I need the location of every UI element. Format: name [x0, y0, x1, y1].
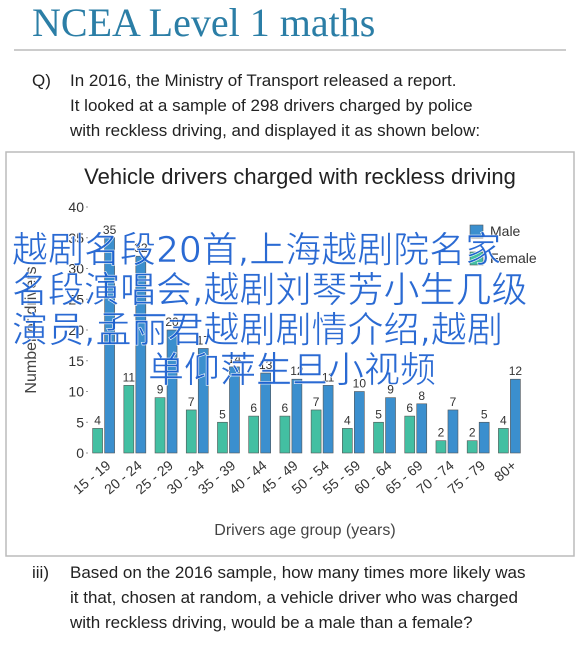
data-label: 35: [103, 223, 117, 237]
bar: [260, 372, 271, 454]
bar: [217, 421, 228, 454]
data-label: 13: [259, 358, 273, 372]
legend-swatch: [469, 224, 484, 239]
data-label: 12: [509, 364, 523, 378]
watermark-text: 单仰萍生旦小视频: [148, 350, 436, 391]
bar: [435, 440, 447, 454]
watermark-text: 演员,孟丽君越剧剧情介绍,越剧: [12, 310, 503, 351]
bar: [248, 415, 259, 454]
chart-frame: [5, 151, 575, 557]
data-label: 7: [188, 395, 195, 409]
bar: [185, 409, 197, 454]
bar: [166, 329, 178, 454]
data-label: 8: [418, 389, 425, 403]
data-label: 10: [353, 377, 367, 391]
y-tick-label: 25: [68, 291, 84, 307]
watermark-text: 越剧名段20首,上海越剧院名家: [12, 230, 501, 271]
bar: [310, 409, 322, 454]
y-tick-label: 35: [68, 230, 84, 246]
data-label: 2: [438, 426, 445, 440]
bar: [279, 415, 291, 454]
watermark-text: 名段演唱会,越剧刘琴芳小生几级: [12, 270, 527, 311]
part-text: it that, chosen at random, a vehicle dri…: [70, 588, 518, 607]
bar: [322, 385, 334, 454]
data-label: 9: [387, 383, 394, 397]
bar: [404, 415, 416, 454]
data-label: 6: [282, 401, 289, 415]
bar: [154, 397, 166, 454]
question-text: It looked at a sample of 298 drivers cha…: [70, 96, 473, 115]
bar: [342, 428, 353, 454]
data-label: 2: [469, 426, 476, 440]
data-label: 5: [375, 407, 382, 421]
data-label: 14: [228, 352, 242, 366]
bar: [466, 440, 478, 454]
y-tick-label: 40: [68, 199, 84, 215]
y-tick-label: 0: [76, 445, 84, 461]
x-tick-label: 80+: [491, 457, 519, 485]
x-axis-label: Drivers age group (years): [214, 522, 395, 539]
chart-title: Vehicle drivers charged with reckless dr…: [84, 164, 516, 189]
part-label: iii): [32, 563, 49, 582]
bar: [92, 428, 103, 454]
part-text: with reckless driving, would be a male t…: [69, 613, 473, 632]
data-label: 32: [134, 241, 148, 255]
data-label: 12: [290, 364, 304, 378]
legend-swatch: [469, 251, 484, 266]
data-label: 6: [250, 401, 257, 415]
legend-label: Female: [490, 250, 537, 266]
question-label: Q): [32, 71, 51, 90]
data-label: 7: [313, 395, 320, 409]
data-label: 17: [197, 333, 211, 347]
question-text: with reckless driving, and displayed it …: [69, 121, 480, 140]
bar: [416, 403, 428, 454]
y-tick-label: 15: [68, 353, 84, 369]
bar: [104, 237, 115, 454]
part-text: Based on the 2016 sample, how many times…: [70, 563, 525, 582]
bar: [123, 385, 135, 454]
data-label: 11: [123, 370, 136, 384]
data-label: 4: [344, 413, 351, 427]
question-text: In 2016, the Ministry of Transport relea…: [70, 71, 456, 90]
data-label: 5: [219, 407, 226, 421]
data-label: 6: [406, 401, 413, 415]
bar: [510, 378, 521, 454]
data-label: 4: [94, 413, 101, 427]
bar: [291, 378, 303, 454]
bar: [498, 428, 509, 454]
bar: [447, 409, 459, 454]
y-axis-label: Number of drivers: [23, 266, 40, 393]
legend-label: Male: [490, 223, 521, 239]
bar: [373, 421, 384, 454]
y-tick-label: 20: [68, 322, 84, 338]
data-label: 9: [157, 383, 164, 397]
y-tick-label: 5: [76, 414, 84, 430]
y-tick-label: 10: [68, 384, 84, 400]
data-label: 4: [500, 413, 507, 427]
data-label: 7: [450, 395, 457, 409]
bar: [385, 397, 396, 454]
page-title: NCEA Level 1 maths: [32, 0, 375, 45]
data-label: 5: [481, 407, 488, 421]
bar: [478, 421, 490, 454]
y-tick-label: 30: [68, 261, 84, 277]
data-label: 11: [322, 370, 335, 384]
bar: [354, 391, 365, 454]
bar: [229, 366, 240, 454]
bar: [197, 348, 209, 454]
bar: [135, 255, 147, 454]
data-label: 20: [165, 315, 179, 329]
